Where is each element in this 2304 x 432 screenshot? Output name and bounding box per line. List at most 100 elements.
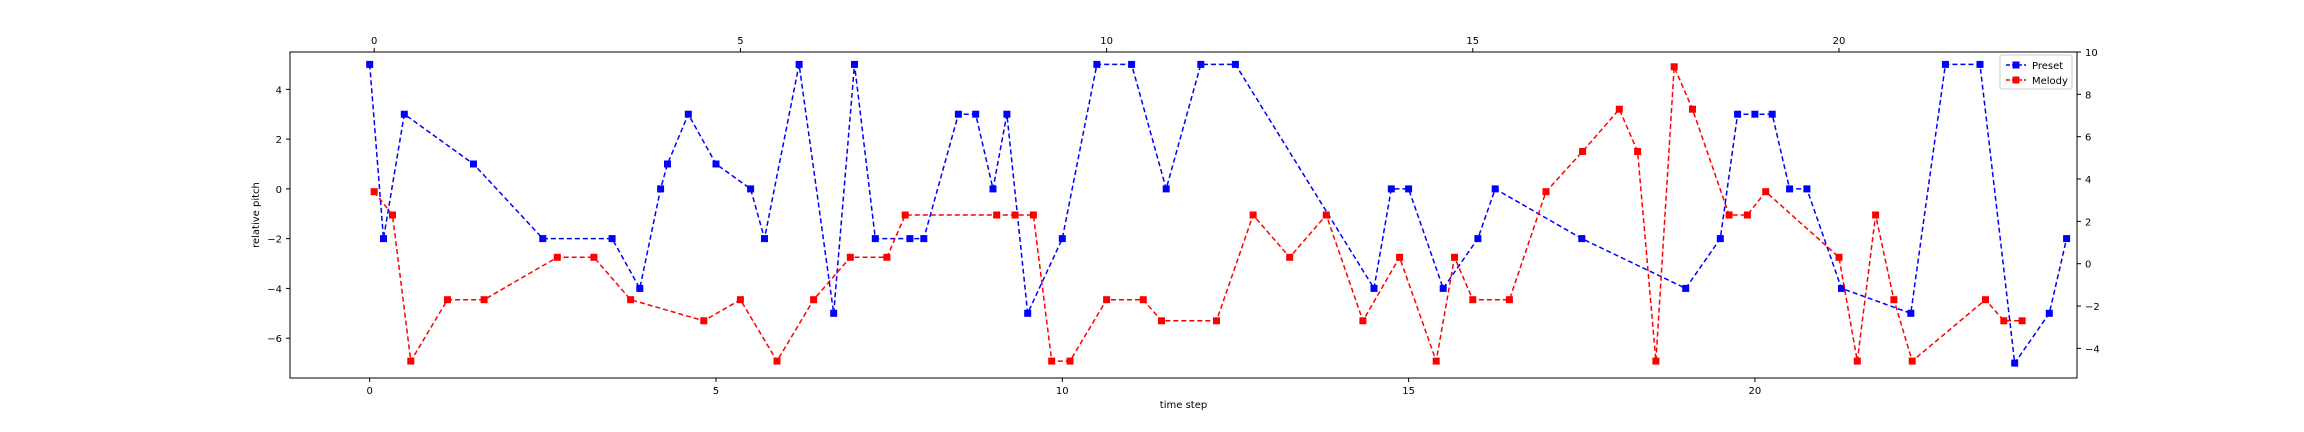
series-preset <box>366 60 2071 367</box>
data-point-melody <box>1615 105 1623 113</box>
data-point-preset <box>1405 185 1413 193</box>
data-point-melody <box>1652 357 1660 365</box>
y-left-tick-label: 0 <box>276 185 282 196</box>
x-bottom-tick-label: 20 <box>1749 386 1762 397</box>
data-point-melody <box>1359 317 1367 325</box>
data-point-melody <box>700 317 708 325</box>
data-point-preset <box>1231 60 1239 68</box>
data-point-preset <box>1093 60 1101 68</box>
y-right-tick-label: 8 <box>2085 90 2091 101</box>
data-point-preset <box>1734 110 1742 118</box>
data-point-preset <box>636 284 644 292</box>
plot-area <box>366 60 2071 367</box>
data-point-melody <box>883 253 891 261</box>
data-point-preset <box>2045 309 2053 317</box>
data-point-preset <box>851 60 858 68</box>
data-point-melody <box>993 211 1001 219</box>
data-point-melody <box>1322 211 1330 219</box>
data-point-preset <box>920 235 928 243</box>
data-point-preset <box>1439 284 1447 292</box>
x-top-tick-label: 15 <box>1466 36 1479 47</box>
data-point-preset <box>1162 185 1170 193</box>
y-left-tick-label: −2 <box>267 235 282 246</box>
legend-marker-melody <box>2012 76 2020 84</box>
data-point-preset <box>1370 284 1378 292</box>
y-left-tick-label: −6 <box>267 334 282 345</box>
data-point-melody <box>1762 188 1770 196</box>
data-point-preset <box>1907 309 1915 317</box>
data-point-preset <box>1941 60 1949 68</box>
plot-frame <box>289 51 2078 379</box>
data-point-melody <box>1725 211 1733 219</box>
data-point-melody <box>444 296 451 304</box>
data-point-preset <box>906 235 914 243</box>
y-right-tick-label: 4 <box>2085 175 2091 186</box>
data-point-melody <box>1432 357 1440 365</box>
data-point-preset <box>366 60 374 68</box>
data-point-preset <box>539 235 547 243</box>
axes: 0 5 10 15 20 0 5 10 15 20 −6 −4 −2 0 2 4 −4 −2 0 2 4 6 8 10 time… <box>251 36 2100 411</box>
data-point-melody <box>810 296 818 304</box>
data-point-preset <box>1751 110 1759 118</box>
x-bottom-tick-label: 5 <box>713 386 719 397</box>
data-point-preset <box>1474 235 1482 243</box>
y-right-tick-label: 2 <box>2085 217 2091 228</box>
data-point-melody <box>1286 253 1294 261</box>
data-point-preset <box>954 110 962 118</box>
y-right-tick-label: −4 <box>2085 344 2100 355</box>
data-point-melody <box>1011 211 1019 219</box>
data-point-melody <box>1158 317 1165 325</box>
data-point-preset <box>1682 284 1690 292</box>
data-point-melody <box>1670 63 1678 71</box>
data-point-melody <box>1469 296 1477 304</box>
y-axis-label: relative pitch <box>251 182 262 248</box>
data-point-preset <box>2011 359 2019 367</box>
data-point-melody <box>1835 253 1843 261</box>
data-point-melody <box>1396 253 1404 261</box>
y-left-tick-label: −4 <box>267 284 282 295</box>
data-point-melody <box>627 296 635 304</box>
x-top-tick-label: 20 <box>1833 36 1846 47</box>
data-point-melody <box>370 188 378 196</box>
x-top-tick-label: 5 <box>737 36 743 47</box>
data-point-melody <box>1982 296 1989 304</box>
x-axis-label: time step <box>1160 400 1207 411</box>
data-point-melody <box>1890 296 1898 304</box>
data-point-melody <box>736 296 744 304</box>
data-point-melody <box>1579 148 1587 155</box>
data-point-melody <box>1872 211 1880 219</box>
data-point-melody <box>2000 317 2008 325</box>
data-point-preset <box>657 185 665 193</box>
data-point-preset <box>1716 235 1724 243</box>
data-point-melody <box>1743 211 1751 219</box>
data-point-preset <box>747 185 755 193</box>
y-right-tick-label: −2 <box>2085 302 2100 313</box>
data-point-preset <box>684 110 692 118</box>
data-point-preset <box>400 110 408 118</box>
x-bottom-tick-label: 15 <box>1402 386 1415 397</box>
data-point-preset <box>712 160 720 168</box>
data-point-preset <box>2063 235 2071 243</box>
data-point-preset <box>1578 235 1586 243</box>
legend-label-preset: Preset <box>2032 61 2063 72</box>
data-point-melody <box>1066 357 1074 365</box>
legend: Preset Melody <box>1999 54 2073 90</box>
data-point-melody <box>773 357 781 365</box>
data-point-preset <box>1387 185 1395 193</box>
data-point-preset <box>1838 284 1845 292</box>
data-point-melody <box>1689 105 1696 113</box>
data-point-melody <box>901 211 909 219</box>
y-right-tick-label: 6 <box>2085 133 2091 144</box>
y-left-tick-label: 4 <box>276 85 282 96</box>
data-point-preset <box>1976 60 1984 68</box>
series-melody <box>370 63 2026 365</box>
legend-label-melody: Melody <box>2032 76 2068 87</box>
data-point-preset <box>1491 185 1499 193</box>
data-point-melody <box>1048 357 1056 365</box>
data-point-melody <box>1634 148 1642 155</box>
x-top-tick-label: 0 <box>371 36 377 47</box>
data-point-preset <box>1768 110 1776 118</box>
data-point-preset <box>470 160 477 168</box>
